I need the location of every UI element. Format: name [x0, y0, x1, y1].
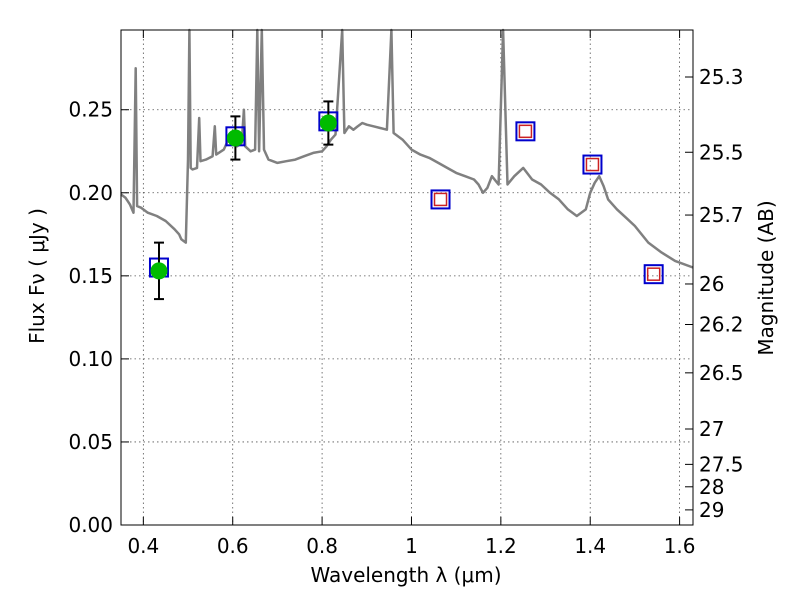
upper-limit-box — [518, 124, 533, 139]
y-tick-label: 0.00 — [68, 513, 113, 537]
upper-limit-box — [585, 157, 600, 172]
y2-tick-label: 26.5 — [699, 361, 744, 385]
x-tick-label: 0.4 — [127, 534, 159, 558]
y2-tick-label: 25.5 — [699, 140, 744, 164]
model-flux-box — [430, 189, 451, 210]
x-tick-label: 1.4 — [574, 534, 606, 558]
model-spectrum — [120, 28, 694, 269]
upper-limit-box — [646, 267, 661, 281]
y-tick-label: 0.25 — [68, 98, 113, 122]
y2-tick-label: 25.3 — [699, 65, 744, 89]
x-tick-label: 0.8 — [306, 534, 338, 558]
y-tick-label: 0.20 — [68, 181, 113, 205]
y-tick-label: 0.15 — [68, 264, 113, 288]
x-tick-label: 0.6 — [217, 534, 249, 558]
x-tick-label: 1.2 — [485, 534, 517, 558]
y2-axis-label: Magnitude (AB) — [754, 200, 778, 355]
photometry-markers — [148, 100, 664, 301]
model-flux-box — [515, 121, 536, 142]
x-axis-label: Wavelength λ (μm) — [310, 563, 501, 587]
y2-tick-label: 28 — [699, 475, 724, 499]
upper-limit-box — [433, 192, 448, 207]
x-tick-label: 1 — [405, 534, 418, 558]
observed-point — [150, 262, 168, 280]
axis-ticks: 0.4 0.6 0.8 1 1.2 1.4 1.6 0.00 0.05 0.10 0.15 0.20 0… — [68, 30, 744, 558]
plot-frame — [120, 29, 694, 526]
model-flux-box — [643, 264, 664, 285]
y2-tick-label: 29 — [699, 498, 724, 522]
grid — [121, 30, 693, 526]
observed-point — [319, 114, 337, 132]
model-spectrum-line — [120, 28, 694, 269]
y2-tick-label: 25.7 — [699, 203, 744, 227]
observed-point — [226, 129, 244, 147]
y2-tick-label: 27 — [699, 417, 724, 441]
y2-tick-label: 26 — [699, 272, 724, 296]
y-axis-label: Flux Fν ( μJy ) — [25, 208, 49, 344]
x-tick-label: 1.6 — [664, 534, 696, 558]
y2-tick-label: 26.2 — [699, 313, 744, 337]
model-flux-box — [582, 154, 603, 175]
y-tick-label: 0.10 — [68, 347, 113, 371]
y-tick-label: 0.05 — [68, 430, 113, 454]
y2-tick-label: 27.5 — [699, 452, 744, 476]
